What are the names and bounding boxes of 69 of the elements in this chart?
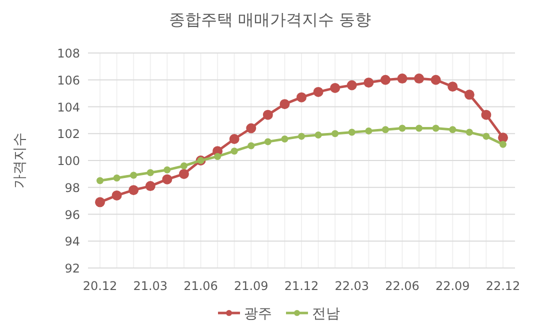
point [96, 177, 104, 184]
y-tick-label: 98 [64, 180, 80, 195]
point [230, 148, 238, 155]
chart-title: 종합주택 매매가격지수 동향 [168, 10, 372, 29]
x-tick-label: 21.03 [133, 279, 168, 293]
point [145, 181, 156, 192]
point [298, 132, 305, 140]
point [500, 140, 506, 148]
point [330, 82, 340, 93]
x-tick-label: 21.12 [284, 279, 319, 293]
point [432, 124, 440, 132]
x-tick-label: 22.12 [486, 279, 520, 293]
point [130, 172, 138, 179]
point [414, 74, 424, 84]
point [264, 138, 272, 146]
point [430, 74, 441, 85]
point [314, 131, 322, 138]
x-tick-label: 20.12 [82, 279, 118, 293]
point [348, 128, 356, 136]
point [416, 124, 423, 132]
x-tick-label: 22.03 [334, 279, 370, 293]
point [397, 74, 408, 84]
x-tick-label: 22.09 [435, 279, 470, 293]
point [229, 134, 240, 144]
point [112, 190, 122, 200]
point [248, 142, 255, 150]
point [146, 169, 154, 176]
point [162, 174, 172, 184]
point [128, 185, 139, 196]
point [449, 126, 456, 134]
x-tick-label: 21.06 [184, 279, 218, 293]
y-tick-label: 104 [57, 100, 80, 114]
point [481, 110, 492, 120]
x-tick-label: 22.06 [385, 279, 420, 293]
y-tick-label: 102 [57, 127, 80, 142]
x-tick-label: 21.09 [234, 279, 268, 293]
point [466, 128, 473, 136]
y-tick-label: 92 [64, 262, 80, 276]
point [482, 132, 490, 140]
legend-label: 전남 [312, 306, 340, 322]
point [246, 123, 256, 134]
point [178, 168, 189, 179]
point [448, 82, 458, 92]
point [332, 130, 339, 138]
y-tick-label: 96 [64, 208, 80, 222]
point [214, 152, 222, 160]
point [164, 166, 171, 174]
y-tick-label: 94 [64, 234, 80, 249]
point [95, 197, 105, 208]
point [296, 92, 306, 102]
point [380, 74, 390, 85]
y-tick-label: 100 [57, 154, 80, 168]
point [364, 78, 374, 88]
legend-label: 광주 [244, 306, 272, 322]
y-axis-title: 가격지수 [12, 132, 28, 188]
y-tick-label: 108 [57, 46, 80, 60]
point [498, 132, 508, 143]
point [398, 124, 406, 132]
point [346, 80, 357, 90]
point [262, 110, 273, 120]
point [113, 174, 120, 182]
point [313, 86, 324, 97]
point [281, 136, 288, 142]
point [180, 162, 188, 170]
point [382, 126, 389, 134]
point [365, 127, 372, 134]
point [464, 90, 474, 100]
point [280, 99, 290, 110]
y-tick-label: 106 [57, 73, 80, 88]
